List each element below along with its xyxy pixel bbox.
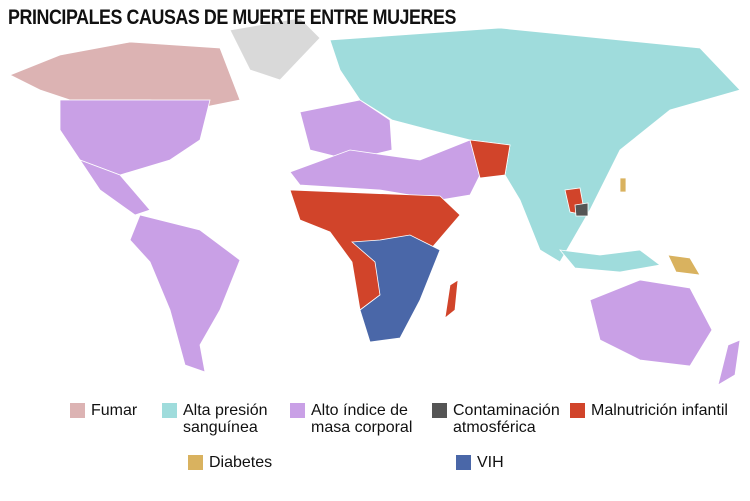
legend-item: Malnutrición infantil (570, 402, 750, 419)
legend-item: Diabetes (188, 454, 309, 471)
legend-swatch (570, 403, 585, 418)
legend-label: Diabetes (209, 454, 273, 471)
legend-item: VIH (456, 454, 537, 471)
legend-item: Fumar (70, 402, 151, 419)
legend-label: Alto índice de masa corporal (311, 402, 413, 436)
region (9, 41, 241, 109)
legend-label: Fumar (91, 402, 138, 419)
region (667, 254, 701, 276)
region (78, 159, 151, 216)
region (59, 99, 211, 176)
legend-label: Contaminación atmosférica (453, 402, 560, 436)
legend-item: Alto índice de masa corporal (290, 402, 441, 436)
region (229, 17, 321, 81)
region (574, 202, 589, 217)
region (559, 249, 661, 273)
region (469, 139, 511, 179)
world-map (9, 17, 741, 386)
legend-swatch (290, 403, 305, 418)
legend-swatch (70, 403, 85, 418)
legend-label: Malnutrición infantil (591, 402, 728, 419)
legend-swatch (456, 455, 471, 470)
region (619, 177, 627, 193)
legend-swatch (188, 455, 203, 470)
legend-item: Contaminación atmosférica (432, 402, 583, 436)
region (129, 214, 241, 373)
region (444, 279, 459, 319)
legend-label: Alta presión sanguínea (183, 402, 268, 436)
legend-swatch (432, 403, 447, 418)
region (329, 27, 741, 263)
legend-label: VIH (477, 454, 504, 471)
region (351, 234, 441, 343)
region (717, 339, 741, 386)
legend-swatch (162, 403, 177, 418)
region (289, 139, 481, 201)
title: PRINCIPALES CAUSAS DE MUERTE ENTRE MUJER… (8, 6, 456, 29)
legend-item: Alta presión sanguínea (162, 402, 293, 436)
region (589, 279, 713, 367)
